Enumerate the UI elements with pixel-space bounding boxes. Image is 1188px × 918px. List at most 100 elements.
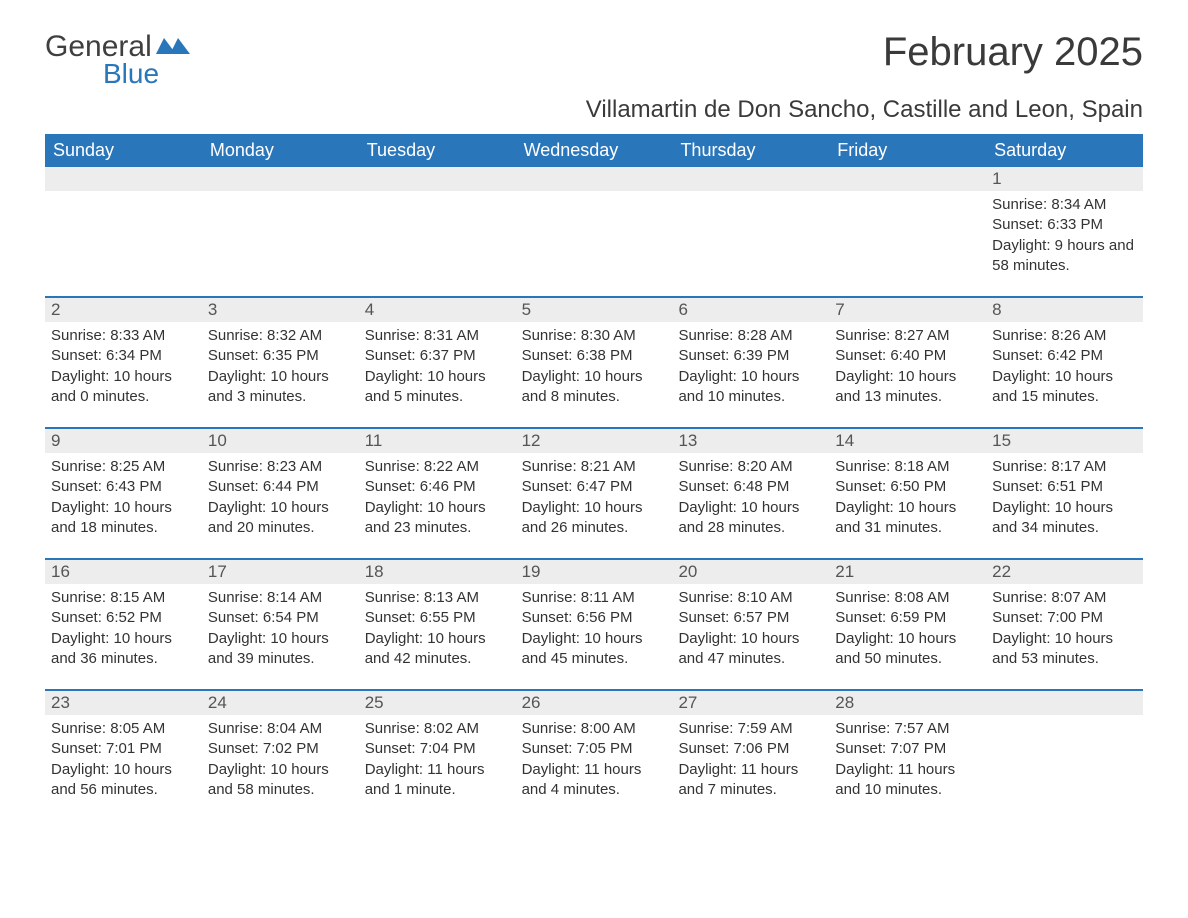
day-details: Sunrise: 8:17 AMSunset: 6:51 PMDaylight:… bbox=[986, 453, 1143, 546]
calendar-day: 19Sunrise: 8:11 AMSunset: 6:56 PMDayligh… bbox=[516, 560, 673, 677]
day-number: 27 bbox=[672, 691, 829, 715]
weeks-container: 1Sunrise: 8:34 AMSunset: 6:33 PMDaylight… bbox=[45, 167, 1143, 808]
day-number: 25 bbox=[359, 691, 516, 715]
calendar-week: 9Sunrise: 8:25 AMSunset: 6:43 PMDaylight… bbox=[45, 427, 1143, 546]
daylight-text: Daylight: 11 hours and 10 minutes. bbox=[835, 760, 980, 801]
day-details: Sunrise: 8:08 AMSunset: 6:59 PMDaylight:… bbox=[829, 584, 986, 677]
day-number: 1 bbox=[986, 167, 1143, 191]
day-details: Sunrise: 8:23 AMSunset: 6:44 PMDaylight:… bbox=[202, 453, 359, 546]
daylight-text: Daylight: 10 hours and 15 minutes. bbox=[992, 367, 1137, 408]
day-number: 21 bbox=[829, 560, 986, 584]
day-number: 10 bbox=[202, 429, 359, 453]
calendar-day: 3Sunrise: 8:32 AMSunset: 6:35 PMDaylight… bbox=[202, 298, 359, 415]
calendar-day: 28Sunrise: 7:57 AMSunset: 7:07 PMDayligh… bbox=[829, 691, 986, 808]
day-number: 7 bbox=[829, 298, 986, 322]
dow-sunday: Sunday bbox=[45, 134, 202, 167]
calendar-day: 14Sunrise: 8:18 AMSunset: 6:50 PMDayligh… bbox=[829, 429, 986, 546]
sunset-text: Sunset: 6:43 PM bbox=[51, 477, 196, 497]
sunrise-text: Sunrise: 7:57 AM bbox=[835, 719, 980, 739]
sunrise-text: Sunrise: 8:28 AM bbox=[678, 326, 823, 346]
sunset-text: Sunset: 7:04 PM bbox=[365, 739, 510, 759]
day-number: 3 bbox=[202, 298, 359, 322]
day-number: 26 bbox=[516, 691, 673, 715]
daylight-text: Daylight: 11 hours and 1 minute. bbox=[365, 760, 510, 801]
sunset-text: Sunset: 6:38 PM bbox=[522, 346, 667, 366]
calendar-day bbox=[672, 167, 829, 284]
calendar-day: 11Sunrise: 8:22 AMSunset: 6:46 PMDayligh… bbox=[359, 429, 516, 546]
calendar-week: 23Sunrise: 8:05 AMSunset: 7:01 PMDayligh… bbox=[45, 689, 1143, 808]
day-details: Sunrise: 8:27 AMSunset: 6:40 PMDaylight:… bbox=[829, 322, 986, 415]
calendar-day: 24Sunrise: 8:04 AMSunset: 7:02 PMDayligh… bbox=[202, 691, 359, 808]
calendar-week: 1Sunrise: 8:34 AMSunset: 6:33 PMDaylight… bbox=[45, 167, 1143, 284]
sunrise-text: Sunrise: 8:15 AM bbox=[51, 588, 196, 608]
day-details: Sunrise: 8:10 AMSunset: 6:57 PMDaylight:… bbox=[672, 584, 829, 677]
daylight-text: Daylight: 10 hours and 0 minutes. bbox=[51, 367, 196, 408]
sunset-text: Sunset: 6:35 PM bbox=[208, 346, 353, 366]
sunset-text: Sunset: 7:00 PM bbox=[992, 608, 1137, 628]
sunrise-text: Sunrise: 8:11 AM bbox=[522, 588, 667, 608]
day-number: 9 bbox=[45, 429, 202, 453]
day-details: Sunrise: 8:21 AMSunset: 6:47 PMDaylight:… bbox=[516, 453, 673, 546]
calendar-day: 27Sunrise: 7:59 AMSunset: 7:06 PMDayligh… bbox=[672, 691, 829, 808]
day-details: Sunrise: 8:25 AMSunset: 6:43 PMDaylight:… bbox=[45, 453, 202, 546]
calendar-day: 16Sunrise: 8:15 AMSunset: 6:52 PMDayligh… bbox=[45, 560, 202, 677]
day-details: Sunrise: 8:05 AMSunset: 7:01 PMDaylight:… bbox=[45, 715, 202, 808]
sunrise-text: Sunrise: 8:07 AM bbox=[992, 588, 1137, 608]
location-subtitle: Villamartin de Don Sancho, Castille and … bbox=[45, 96, 1143, 124]
day-number: 19 bbox=[516, 560, 673, 584]
day-number: 8 bbox=[986, 298, 1143, 322]
sunset-text: Sunset: 6:47 PM bbox=[522, 477, 667, 497]
sunrise-text: Sunrise: 8:27 AM bbox=[835, 326, 980, 346]
day-number: 14 bbox=[829, 429, 986, 453]
calendar-day bbox=[45, 167, 202, 284]
day-number: 12 bbox=[516, 429, 673, 453]
day-number bbox=[986, 691, 1143, 715]
day-of-week-header: Sunday Monday Tuesday Wednesday Thursday… bbox=[45, 134, 1143, 167]
sunrise-text: Sunrise: 8:00 AM bbox=[522, 719, 667, 739]
header: General Blue February 2025 bbox=[45, 30, 1143, 90]
sunrise-text: Sunrise: 8:34 AM bbox=[992, 195, 1137, 215]
page-title: February 2025 bbox=[883, 30, 1143, 75]
daylight-text: Daylight: 10 hours and 31 minutes. bbox=[835, 498, 980, 539]
calendar-day: 7Sunrise: 8:27 AMSunset: 6:40 PMDaylight… bbox=[829, 298, 986, 415]
day-details: Sunrise: 8:33 AMSunset: 6:34 PMDaylight:… bbox=[45, 322, 202, 415]
sunset-text: Sunset: 6:46 PM bbox=[365, 477, 510, 497]
daylight-text: Daylight: 10 hours and 53 minutes. bbox=[992, 629, 1137, 670]
sunset-text: Sunset: 7:01 PM bbox=[51, 739, 196, 759]
day-number bbox=[672, 167, 829, 191]
brand-logo: General Blue bbox=[45, 30, 190, 90]
sunset-text: Sunset: 6:48 PM bbox=[678, 477, 823, 497]
sunset-text: Sunset: 6:39 PM bbox=[678, 346, 823, 366]
dow-friday: Friday bbox=[829, 134, 986, 167]
calendar-day: 5Sunrise: 8:30 AMSunset: 6:38 PMDaylight… bbox=[516, 298, 673, 415]
sunrise-text: Sunrise: 8:31 AM bbox=[365, 326, 510, 346]
day-details: Sunrise: 8:02 AMSunset: 7:04 PMDaylight:… bbox=[359, 715, 516, 808]
day-details: Sunrise: 8:26 AMSunset: 6:42 PMDaylight:… bbox=[986, 322, 1143, 415]
calendar-day bbox=[516, 167, 673, 284]
sunset-text: Sunset: 6:51 PM bbox=[992, 477, 1137, 497]
calendar-day: 15Sunrise: 8:17 AMSunset: 6:51 PMDayligh… bbox=[986, 429, 1143, 546]
daylight-text: Daylight: 10 hours and 39 minutes. bbox=[208, 629, 353, 670]
day-number: 4 bbox=[359, 298, 516, 322]
calendar-day: 8Sunrise: 8:26 AMSunset: 6:42 PMDaylight… bbox=[986, 298, 1143, 415]
sunrise-text: Sunrise: 8:18 AM bbox=[835, 457, 980, 477]
day-details: Sunrise: 8:15 AMSunset: 6:52 PMDaylight:… bbox=[45, 584, 202, 677]
sunrise-text: Sunrise: 8:04 AM bbox=[208, 719, 353, 739]
day-details: Sunrise: 8:04 AMSunset: 7:02 PMDaylight:… bbox=[202, 715, 359, 808]
day-number: 2 bbox=[45, 298, 202, 322]
day-details: Sunrise: 8:14 AMSunset: 6:54 PMDaylight:… bbox=[202, 584, 359, 677]
day-details: Sunrise: 8:00 AMSunset: 7:05 PMDaylight:… bbox=[516, 715, 673, 808]
sunset-text: Sunset: 6:55 PM bbox=[365, 608, 510, 628]
day-number: 20 bbox=[672, 560, 829, 584]
day-details: Sunrise: 8:07 AMSunset: 7:00 PMDaylight:… bbox=[986, 584, 1143, 677]
day-number: 6 bbox=[672, 298, 829, 322]
sunset-text: Sunset: 7:07 PM bbox=[835, 739, 980, 759]
sunrise-text: Sunrise: 8:17 AM bbox=[992, 457, 1137, 477]
sunset-text: Sunset: 6:57 PM bbox=[678, 608, 823, 628]
day-number: 13 bbox=[672, 429, 829, 453]
sunrise-text: Sunrise: 8:20 AM bbox=[678, 457, 823, 477]
sunrise-text: Sunrise: 8:32 AM bbox=[208, 326, 353, 346]
day-number: 22 bbox=[986, 560, 1143, 584]
day-number bbox=[359, 167, 516, 191]
dow-wednesday: Wednesday bbox=[516, 134, 673, 167]
